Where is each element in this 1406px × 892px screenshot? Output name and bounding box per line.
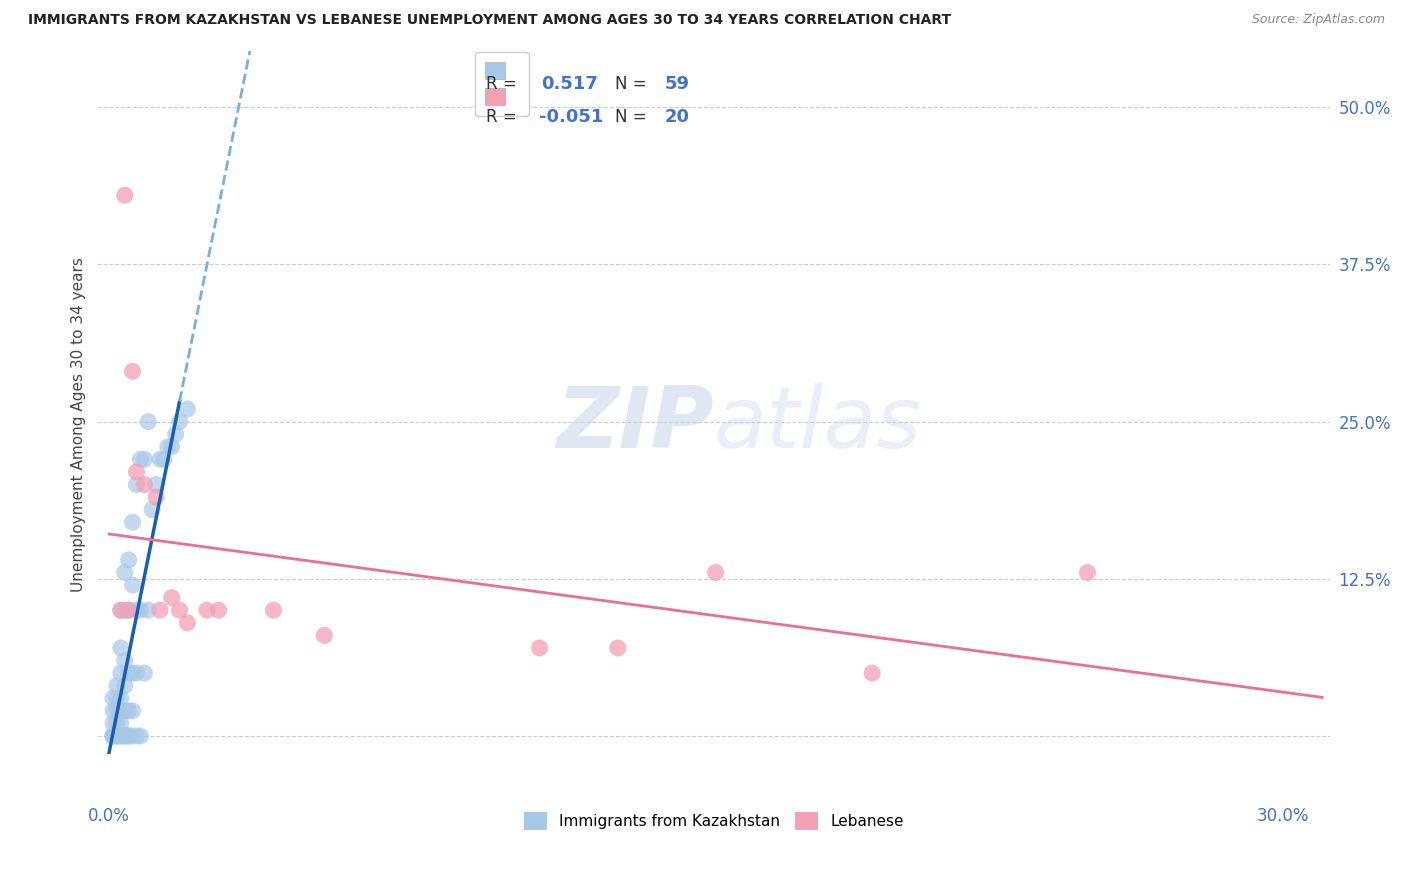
Point bbox=[121, 704, 143, 718]
Point bbox=[136, 415, 159, 429]
Text: N =: N = bbox=[614, 75, 647, 94]
Point bbox=[118, 666, 141, 681]
Text: Source: ZipAtlas.com: Source: ZipAtlas.com bbox=[1251, 13, 1385, 27]
Point bbox=[105, 679, 128, 693]
Point bbox=[101, 729, 124, 743]
Point bbox=[145, 477, 167, 491]
Point bbox=[105, 729, 128, 743]
Point bbox=[121, 364, 143, 378]
Point bbox=[529, 640, 551, 655]
Point bbox=[114, 704, 136, 718]
Point bbox=[860, 666, 883, 681]
Point bbox=[606, 640, 628, 655]
Point bbox=[110, 640, 132, 655]
Point bbox=[101, 704, 124, 718]
Point bbox=[704, 566, 727, 580]
Point bbox=[110, 704, 132, 718]
Point bbox=[114, 566, 136, 580]
Point bbox=[1076, 566, 1098, 580]
Point bbox=[114, 729, 136, 743]
Text: N =: N = bbox=[614, 108, 647, 126]
Text: R =: R = bbox=[485, 75, 516, 94]
Point bbox=[160, 440, 183, 454]
Point bbox=[134, 666, 156, 681]
Point bbox=[176, 402, 198, 417]
Text: IMMIGRANTS FROM KAZAKHSTAN VS LEBANESE UNEMPLOYMENT AMONG AGES 30 TO 34 YEARS CO: IMMIGRANTS FROM KAZAKHSTAN VS LEBANESE U… bbox=[28, 13, 952, 28]
Point bbox=[118, 704, 141, 718]
Y-axis label: Unemployment Among Ages 30 to 34 years: Unemployment Among Ages 30 to 34 years bbox=[72, 257, 86, 592]
Point bbox=[121, 729, 143, 743]
Point bbox=[136, 603, 159, 617]
Point bbox=[176, 615, 198, 630]
Point bbox=[129, 729, 152, 743]
Point bbox=[101, 729, 124, 743]
Point bbox=[121, 515, 143, 529]
Point bbox=[125, 477, 148, 491]
Point bbox=[110, 729, 132, 743]
Point bbox=[101, 716, 124, 731]
Text: R =: R = bbox=[485, 108, 516, 126]
Point bbox=[118, 553, 141, 567]
Point bbox=[169, 415, 191, 429]
Point bbox=[156, 440, 179, 454]
Point bbox=[125, 666, 148, 681]
Point bbox=[114, 679, 136, 693]
Point bbox=[134, 477, 156, 491]
Text: 20: 20 bbox=[665, 108, 689, 126]
Point bbox=[110, 716, 132, 731]
Point bbox=[145, 490, 167, 504]
Point bbox=[114, 603, 136, 617]
Legend: Immigrants from Kazakhstan, Lebanese: Immigrants from Kazakhstan, Lebanese bbox=[517, 806, 910, 836]
Point bbox=[105, 716, 128, 731]
Point bbox=[314, 628, 336, 642]
Point bbox=[125, 603, 148, 617]
Point bbox=[101, 729, 124, 743]
Point bbox=[160, 591, 183, 605]
Point bbox=[149, 603, 172, 617]
Point bbox=[118, 603, 141, 617]
Point bbox=[105, 704, 128, 718]
Point bbox=[141, 502, 163, 516]
Text: -0.051: -0.051 bbox=[538, 108, 603, 126]
Point bbox=[125, 729, 148, 743]
Point bbox=[110, 666, 132, 681]
Point bbox=[110, 603, 132, 617]
Point bbox=[118, 729, 141, 743]
Point bbox=[121, 666, 143, 681]
Point bbox=[118, 603, 141, 617]
Point bbox=[129, 603, 152, 617]
Point bbox=[118, 729, 141, 743]
Point bbox=[165, 427, 187, 442]
Point bbox=[125, 465, 148, 479]
Point bbox=[121, 578, 143, 592]
Point bbox=[105, 691, 128, 706]
Point bbox=[114, 188, 136, 202]
Point bbox=[105, 729, 128, 743]
Point bbox=[208, 603, 231, 617]
Point bbox=[129, 452, 152, 467]
Point bbox=[114, 653, 136, 667]
Point bbox=[169, 603, 191, 617]
Point bbox=[134, 452, 156, 467]
Point bbox=[110, 603, 132, 617]
Text: 0.517: 0.517 bbox=[541, 75, 598, 94]
Text: atlas: atlas bbox=[714, 384, 922, 467]
Point bbox=[262, 603, 284, 617]
Point bbox=[153, 452, 176, 467]
Point bbox=[101, 691, 124, 706]
Point bbox=[110, 691, 132, 706]
Point bbox=[195, 603, 218, 617]
Point bbox=[114, 729, 136, 743]
Point bbox=[149, 452, 172, 467]
Text: ZIP: ZIP bbox=[555, 384, 714, 467]
Text: 59: 59 bbox=[665, 75, 689, 94]
Point bbox=[105, 729, 128, 743]
Point bbox=[110, 729, 132, 743]
